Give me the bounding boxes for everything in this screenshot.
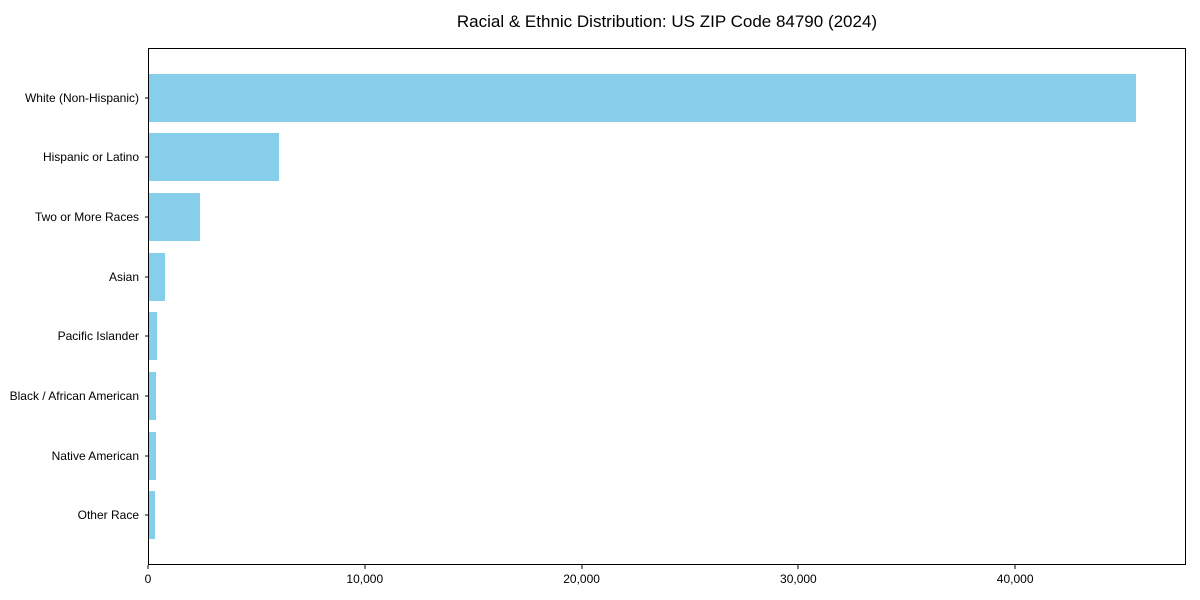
x-tick-mark <box>1014 565 1016 569</box>
bar-row: Hispanic or Latino <box>43 128 1185 188</box>
bar-row: Two or More Races <box>35 187 1185 247</box>
category-label: Native American <box>51 448 139 463</box>
category-label: Other Race <box>77 508 139 523</box>
category-label: White (Non-Hispanic) <box>24 90 139 105</box>
x-axis: 0 10,000 20,000 30,000 40,000 <box>144 565 1186 595</box>
y-tick-mark <box>145 455 149 457</box>
y-tick-mark <box>145 276 149 278</box>
category-label: Two or More Races <box>34 210 139 225</box>
y-tick-mark <box>145 156 149 158</box>
bar <box>149 371 157 420</box>
y-tick-mark <box>145 514 149 516</box>
bar <box>149 73 1136 122</box>
x-tick-mark <box>581 565 583 569</box>
y-tick-mark <box>145 395 149 397</box>
plot-area: White (Non-Hispanic) Hispanic or Latino Tw… <box>10 48 1186 565</box>
x-tick-mark <box>364 565 366 569</box>
y-tick-mark <box>145 97 149 99</box>
y-tick-mark <box>145 216 149 218</box>
bar-row: Other Race <box>78 485 1185 545</box>
x-tick-label: 40,000 <box>996 572 1034 586</box>
x-tick-mark <box>147 565 149 569</box>
bar <box>149 491 156 540</box>
y-tick-mark <box>145 335 149 337</box>
bar <box>149 133 279 182</box>
x-tick-mark <box>797 565 799 569</box>
bar-row: Black / African American <box>10 366 1185 426</box>
category-label: Hispanic or Latino <box>42 150 139 165</box>
bar-row: Pacific Islander <box>58 307 1185 367</box>
bar <box>149 312 157 361</box>
bar-row: Native American <box>52 426 1185 486</box>
bars-container: White (Non-Hispanic) Hispanic or Latino Tw… <box>10 49 1185 564</box>
bar-row: White (Non-Hispanic) <box>25 68 1185 128</box>
category-label: Black / African American <box>9 388 139 403</box>
bar <box>149 193 200 242</box>
category-label: Pacific Islander <box>57 329 139 344</box>
bar-row: Asian <box>109 247 1185 307</box>
chart-title: Racial & Ethnic Distribution: US ZIP Cod… <box>456 12 878 31</box>
bar <box>149 252 166 301</box>
x-tick-label: 0 <box>144 572 152 586</box>
x-tick-label: 30,000 <box>780 572 817 586</box>
x-tick-label: 20,000 <box>563 572 600 586</box>
x-tick-label: 10,000 <box>346 572 384 586</box>
category-label: Asian <box>108 269 139 284</box>
bar <box>149 431 157 480</box>
